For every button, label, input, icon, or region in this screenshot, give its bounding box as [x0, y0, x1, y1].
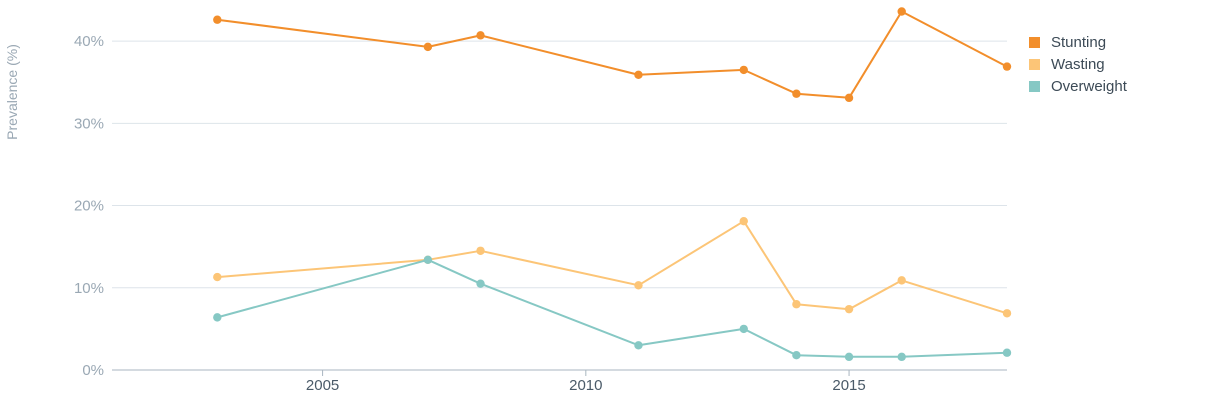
y-tick-label: 40% — [74, 33, 104, 50]
legend-label: Stunting — [1051, 34, 1106, 51]
data-point[interactable] — [476, 279, 485, 288]
data-point[interactable] — [213, 313, 222, 322]
series-line — [217, 258, 1008, 358]
legend-label: Overweight — [1051, 78, 1128, 95]
data-point[interactable] — [739, 324, 748, 334]
data-point[interactable] — [739, 216, 748, 226]
data-point[interactable] — [423, 255, 433, 265]
y-tick-label: 20% — [74, 198, 104, 215]
series-group — [213, 7, 1012, 362]
series-overweight — [213, 255, 1012, 362]
x-tick-label: 2010 — [569, 377, 602, 394]
legend-swatch — [1029, 37, 1040, 48]
legend-swatch — [1029, 59, 1040, 70]
legend[interactable]: Stunting Wasting Overweight — [1029, 34, 1128, 95]
y-axis-ticks: 0% 10% 20% 30% 40% — [74, 33, 104, 379]
series-wasting — [213, 216, 1012, 318]
data-point[interactable] — [476, 246, 485, 255]
grid-lines — [112, 40, 1007, 289]
x-tick-label: 2015 — [832, 377, 865, 394]
series-line — [217, 220, 1008, 315]
y-axis-label: Prevalence (%) — [4, 44, 20, 140]
y-tick-label: 10% — [74, 280, 104, 297]
data-point[interactable] — [897, 276, 906, 285]
legend-swatch — [1029, 81, 1040, 92]
data-point[interactable] — [423, 42, 433, 52]
data-point[interactable] — [213, 15, 222, 24]
data-point[interactable] — [739, 65, 748, 75]
data-point[interactable] — [897, 7, 906, 16]
x-axis-ticks: 2005 2010 2015 — [306, 370, 866, 394]
data-point[interactable] — [634, 281, 643, 290]
data-point[interactable] — [792, 351, 801, 360]
y-tick-label: 0% — [82, 362, 104, 379]
data-point[interactable] — [792, 300, 801, 309]
data-point[interactable] — [634, 70, 643, 80]
data-point[interactable] — [844, 352, 854, 362]
data-point[interactable] — [844, 304, 854, 314]
data-point[interactable] — [792, 89, 801, 98]
data-point[interactable] — [1002, 309, 1012, 318]
data-point[interactable] — [1002, 62, 1012, 71]
legend-label: Wasting — [1051, 56, 1105, 73]
data-point[interactable] — [844, 93, 854, 103]
series-stunting — [213, 7, 1012, 103]
data-point[interactable] — [213, 272, 222, 282]
data-point[interactable] — [634, 341, 643, 350]
data-point[interactable] — [476, 31, 485, 40]
y-tick-label: 30% — [74, 115, 104, 132]
series-line — [217, 10, 1008, 99]
data-point[interactable] — [1002, 348, 1012, 357]
legend-item-wasting[interactable]: Wasting — [1029, 56, 1105, 73]
x-tick-label: 2005 — [306, 377, 339, 394]
legend-item-overweight[interactable]: Overweight — [1029, 78, 1128, 95]
legend-item-stunting[interactable]: Stunting — [1029, 34, 1106, 51]
data-point[interactable] — [897, 352, 906, 362]
